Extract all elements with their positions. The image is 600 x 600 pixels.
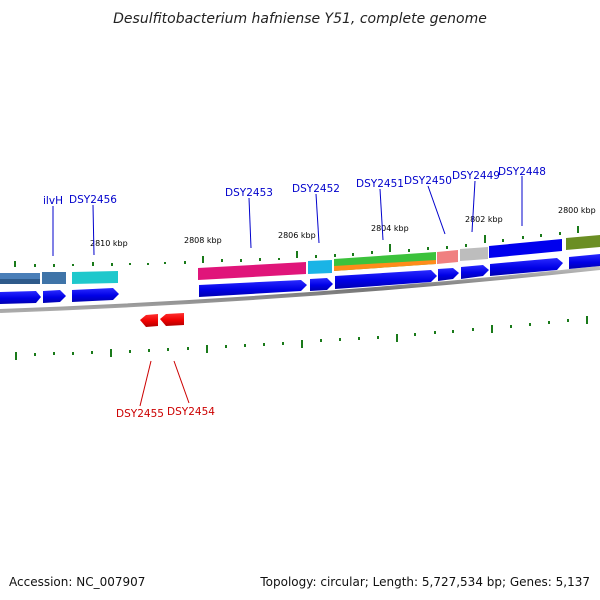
gene-label-dsy2454[interactable]: DSY2454 <box>167 406 215 418</box>
feature-bar[interactable] <box>198 262 306 280</box>
genome-backbone <box>0 266 600 313</box>
gene-arrow-forward[interactable] <box>461 265 489 279</box>
ruler-label-2800: 2800 kbp <box>558 206 596 215</box>
feature-track <box>0 235 600 284</box>
reverse-genes <box>140 313 184 327</box>
gene-arrow-forward[interactable] <box>335 270 437 289</box>
gene-label-dsy2456[interactable]: DSY2456 <box>69 194 117 206</box>
gene-arrow-forward[interactable] <box>43 290 66 303</box>
gene-label-dsy2449[interactable]: DSY2449 <box>452 170 500 182</box>
gene-arrow-reverse[interactable] <box>160 313 184 326</box>
feature-bar[interactable] <box>72 271 118 284</box>
feature-bar[interactable] <box>308 260 332 274</box>
feature-bar[interactable] <box>0 279 40 284</box>
gene-label-dsy2455[interactable]: DSY2455 <box>116 408 164 420</box>
feature-bar[interactable] <box>489 239 562 258</box>
topology-text: Topology: circular; Length: 5,727,534 bp… <box>259 575 590 589</box>
feature-bar[interactable] <box>42 272 66 284</box>
gene-label-dsy2453[interactable]: DSY2453 <box>225 187 273 199</box>
ruler-labels: 2810 kbp 2808 kbp 2806 kbp 2804 kbp 2802… <box>90 206 596 248</box>
gene-arrow-forward[interactable] <box>72 288 119 302</box>
forward-gene-labels: ilvH DSY2456 DSY2453 DSY2452 DSY2451 DSY… <box>43 166 546 207</box>
gene-arrow-forward[interactable] <box>0 291 41 304</box>
feature-bar[interactable] <box>460 247 488 261</box>
gene-arrow-forward[interactable] <box>310 278 333 291</box>
feature-bar[interactable] <box>0 273 40 279</box>
feature-bar[interactable] <box>566 235 600 250</box>
gene-arrow-forward[interactable] <box>569 254 600 269</box>
gene-arrow-forward[interactable] <box>490 258 563 276</box>
gene-label-dsy2448[interactable]: DSY2448 <box>498 166 546 178</box>
gene-label-ilvh[interactable]: ilvH <box>43 195 63 207</box>
accession-text: Accession: NC_007907 <box>9 575 145 589</box>
label-leaders-forward <box>52 176 523 256</box>
ruler-label-2802: 2802 kbp <box>465 215 503 224</box>
gene-arrow-forward[interactable] <box>199 280 307 297</box>
reverse-gene-labels: DSY2455 DSY2454 <box>116 406 215 420</box>
map-title: Desulfitobacterium hafniense Y51, comple… <box>113 11 487 27</box>
ruler-label-2806: 2806 kbp <box>278 231 316 240</box>
feature-bar[interactable] <box>437 250 458 264</box>
gene-label-dsy2451[interactable]: DSY2451 <box>356 178 404 190</box>
ruler-label-2808: 2808 kbp <box>184 236 222 245</box>
ruler-label-2804: 2804 kbp <box>371 224 409 233</box>
lower-ruler <box>15 316 588 360</box>
upper-ruler <box>14 226 579 267</box>
forward-genes <box>0 254 600 304</box>
ruler-label-2810: 2810 kbp <box>90 239 128 248</box>
gene-label-dsy2450[interactable]: DSY2450 <box>404 175 452 187</box>
gene-arrow-reverse[interactable] <box>140 314 158 327</box>
gene-arrow-forward[interactable] <box>438 268 459 281</box>
gene-label-dsy2452[interactable]: DSY2452 <box>292 183 340 195</box>
label-leaders-reverse <box>139 360 190 407</box>
feature-bar[interactable] <box>334 260 436 271</box>
